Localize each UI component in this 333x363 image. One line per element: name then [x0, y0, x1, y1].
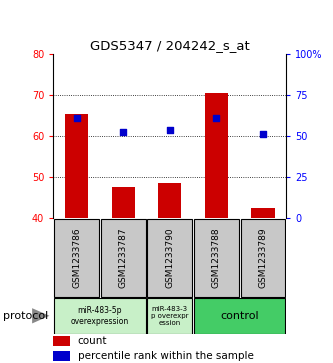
Point	[167, 127, 172, 133]
Text: GSM1233786: GSM1233786	[72, 227, 81, 288]
Bar	[205, 93, 228, 218]
Bar	[53, 351, 70, 361]
Point	[214, 115, 219, 121]
Text: miR-483-5p
overexpression: miR-483-5p overexpression	[71, 306, 129, 326]
Title: GDS5347 / 204242_s_at: GDS5347 / 204242_s_at	[90, 39, 250, 52]
FancyBboxPatch shape	[54, 219, 99, 297]
Bar	[251, 208, 275, 218]
Text: GSM1233790: GSM1233790	[165, 227, 174, 288]
Text: protocol: protocol	[3, 311, 49, 321]
Text: count: count	[78, 336, 107, 346]
FancyBboxPatch shape	[101, 219, 146, 297]
FancyBboxPatch shape	[148, 219, 192, 297]
Polygon shape	[32, 308, 50, 323]
Bar	[158, 183, 181, 218]
Text: control: control	[220, 311, 259, 321]
Point	[121, 129, 126, 135]
Point	[260, 131, 266, 137]
Bar	[53, 336, 70, 346]
Text: GSM1233787: GSM1233787	[119, 227, 128, 288]
Bar	[65, 114, 88, 218]
Text: miR-483-3
p overexpr
ession: miR-483-3 p overexpr ession	[151, 306, 188, 326]
Text: percentile rank within the sample: percentile rank within the sample	[78, 351, 254, 361]
FancyBboxPatch shape	[54, 298, 146, 334]
Bar	[112, 187, 135, 218]
FancyBboxPatch shape	[148, 298, 192, 334]
Point	[74, 115, 79, 121]
FancyBboxPatch shape	[194, 298, 285, 334]
FancyBboxPatch shape	[241, 219, 285, 297]
FancyBboxPatch shape	[194, 219, 239, 297]
Text: GSM1233789: GSM1233789	[258, 227, 268, 288]
Text: GSM1233788: GSM1233788	[212, 227, 221, 288]
